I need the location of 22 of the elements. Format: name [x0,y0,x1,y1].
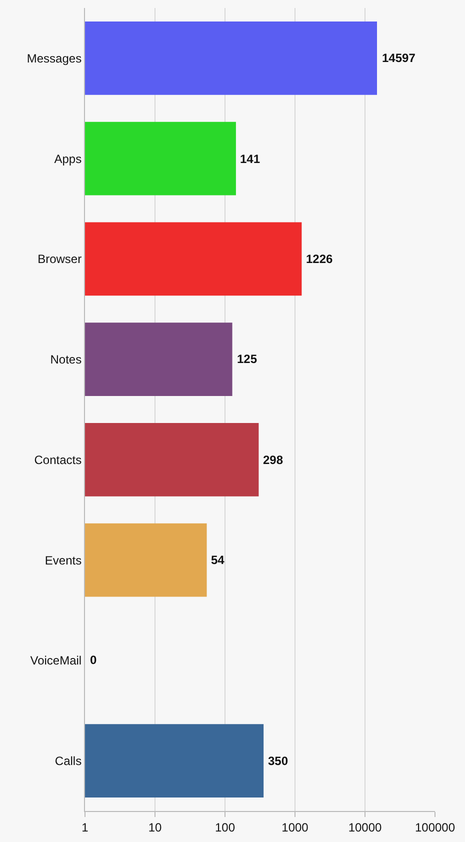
data-label: 14597 [382,51,416,65]
y-tick-label: Notes [50,352,82,367]
x-tick-label: 10000 [348,820,382,834]
y-tick-label: Browser [38,252,82,266]
x-tick-label: 100 [214,820,236,834]
x-tick-label: 1000 [282,820,309,834]
data-label: 125 [237,352,258,366]
x-tick-label: 1 [82,820,89,834]
y-tick-label: Events [44,553,82,568]
y-tick-label: Contacts [34,452,82,467]
data-label: 1226 [306,252,334,266]
text: 0 [90,653,97,667]
data-label: 54 [211,553,225,567]
y-tick-label: Messages [26,51,82,66]
y-tick-label: VoiceMail [30,654,82,668]
y-tick-label: Apps [54,152,82,166]
y-tick-label: Calls [54,754,82,768]
x-tick-label: 100000 [414,820,456,834]
x-tick-label: 10 [148,820,162,834]
data-label: 298 [263,453,284,467]
data-label: 350 [268,754,288,768]
data-label: 141 [240,152,260,166]
